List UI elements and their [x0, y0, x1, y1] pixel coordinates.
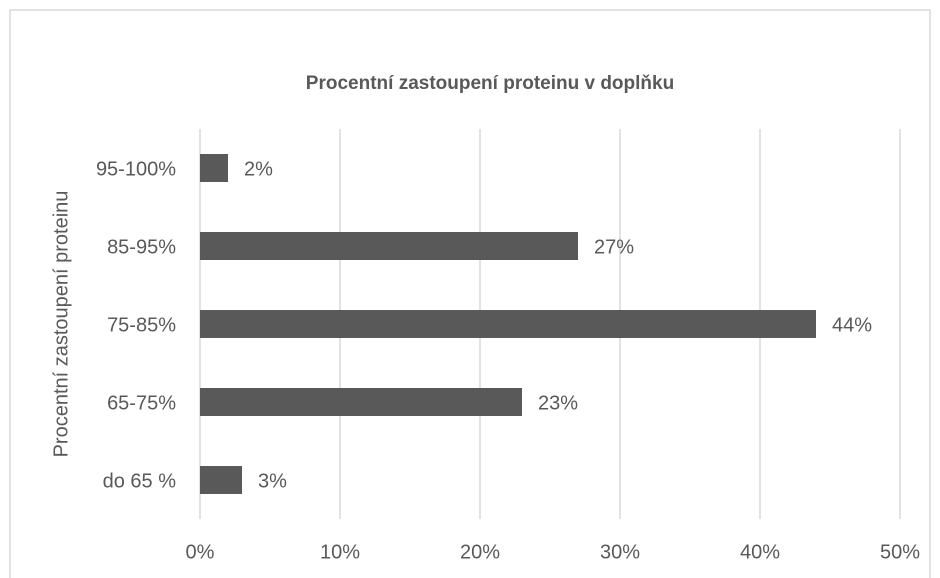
data-label: 2% — [244, 158, 273, 180]
x-tick-label: 20% — [460, 541, 500, 563]
bar — [200, 466, 242, 494]
x-tick-label: 50% — [880, 541, 920, 563]
y-tick-label: 95-100% — [96, 158, 176, 180]
y-tick-label: do 65 % — [103, 470, 177, 492]
x-tick-label: 40% — [740, 541, 780, 563]
bar — [200, 388, 522, 416]
y-tick-label: 75-85% — [107, 314, 176, 336]
chart-title: Procentní zastoupení proteinu v doplňku — [306, 73, 674, 94]
data-label: 23% — [538, 392, 578, 414]
bar — [200, 154, 228, 182]
x-tick-label: 30% — [600, 541, 640, 563]
y-tick-label: 85-95% — [107, 236, 176, 258]
data-label: 27% — [594, 236, 634, 258]
bar — [200, 310, 816, 338]
y-tick-label: 65-75% — [107, 392, 176, 414]
data-label: 44% — [832, 314, 872, 336]
x-tick-label: 10% — [320, 541, 360, 563]
data-label: 3% — [258, 470, 287, 492]
y-axis-label: Procentní zastoupení proteinu — [50, 191, 72, 458]
x-tick-label: 0% — [186, 541, 215, 563]
chart-border — [9, 9, 931, 578]
bar — [200, 232, 578, 260]
